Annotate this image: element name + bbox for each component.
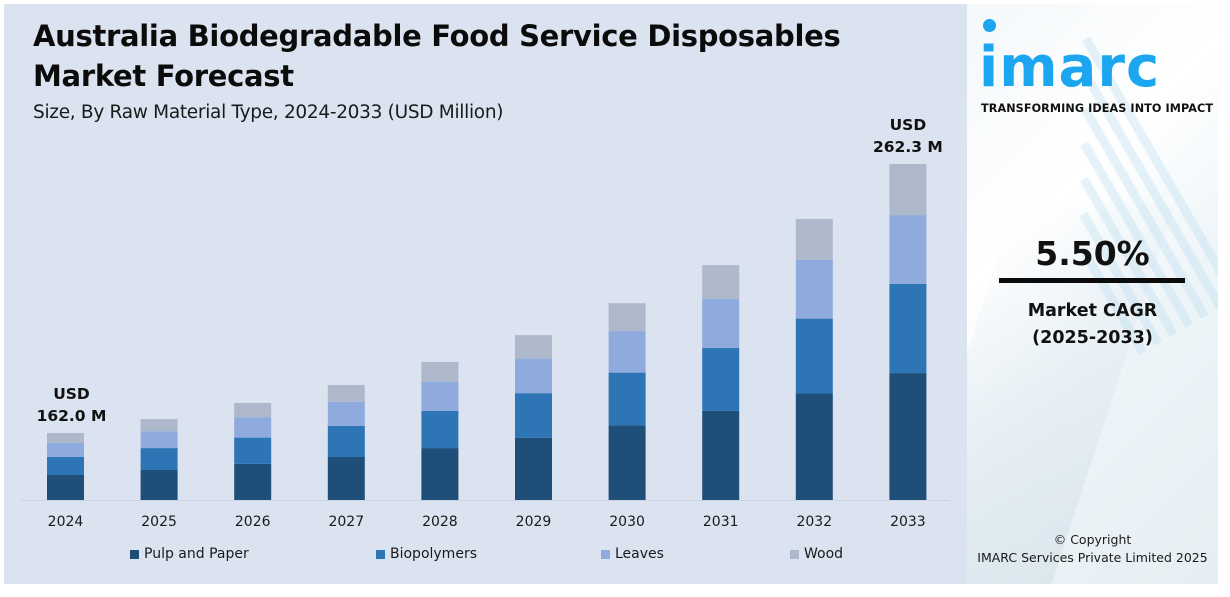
bar-segment-biopolymers-2025: [140, 448, 178, 470]
x-tick-label-2025: 2025: [141, 514, 177, 530]
x-tick-label-2031: 2031: [703, 514, 739, 530]
x-tick-labels: 2024 2025 2026 2027 2028 2029 2030 2031 2032 2033: [48, 514, 926, 530]
bar-segment-biopolymers-2033: [889, 284, 927, 373]
legend-item-leaves: Leaves: [601, 546, 664, 562]
bar-segment-pulp-and-paper-2032: [795, 393, 833, 500]
bar-segment-biopolymers-2026: [234, 437, 272, 464]
bar-segment-wood-2031: [702, 265, 740, 299]
bars-group: [47, 164, 927, 500]
chart-legend: Pulp and Paper Biopolymers Leaves Wood: [0, 546, 963, 568]
bar-segment-leaves-2026: [234, 417, 272, 438]
legend-label: Wood: [804, 546, 844, 562]
copyright: © Copyright IMARC Services Private Limit…: [967, 531, 1218, 567]
bar-segment-wood-2027: [327, 385, 365, 402]
bar-segment-leaves-2025: [140, 431, 178, 449]
legend-swatch: [376, 549, 385, 559]
imarc-logo: imarc TRANSFORMING IDEAS INTO IMPACT: [979, 18, 1214, 118]
legend-item-biopolymers: Biopolymers: [376, 546, 477, 562]
bar-segment-biopolymers-2032: [795, 318, 833, 394]
legend-label: Pulp and Paper: [144, 546, 249, 562]
chart-subtitle: Size, By Raw Material Type, 2024-2033 (U…: [33, 102, 504, 123]
bar-total-label-2024-line1: USD: [53, 385, 90, 403]
chart-title: Australia Biodegradable Food Service Dis…: [33, 19, 841, 93]
cagr-label: Market CAGR (2025-2033): [967, 298, 1218, 352]
bar-segment-biopolymers-2027: [327, 425, 365, 457]
bar-segment-pulp-and-paper-2029: [515, 437, 552, 500]
bar-segment-leaves-2033: [889, 215, 927, 284]
legend-label: Leaves: [615, 546, 664, 562]
bar-segment-wood-2030: [608, 303, 646, 332]
logo-dot-icon: [983, 19, 996, 32]
cagr-label-line1: Market CAGR: [1027, 301, 1158, 321]
bar-segment-pulp-and-paper-2025: [140, 470, 178, 500]
x-tick-label-2030: 2030: [609, 514, 645, 530]
bar-segment-leaves-2030: [608, 331, 646, 373]
logo-tagline: TRANSFORMING IDEAS INTO IMPACT: [981, 102, 1214, 115]
bar-segment-biopolymers-2024: [47, 457, 84, 475]
stacked-bar-chart: 2024 2025 2026 2027 2028 2029 2030 2031 2032 2033…: [20, 116, 950, 530]
legend-label: Biopolymers: [390, 546, 477, 562]
bar-segment-pulp-and-paper-2030: [608, 425, 646, 500]
legend-swatch: [790, 549, 799, 559]
x-tick-label-2028: 2028: [422, 514, 458, 530]
cagr-label-line2: (2025-2033): [1032, 328, 1153, 348]
bar-segment-pulp-and-paper-2027: [327, 457, 365, 500]
x-tick-label-2029: 2029: [516, 514, 552, 530]
bar-segment-leaves-2029: [515, 358, 552, 394]
bar-total-label-2033-line2: 262.3 M: [873, 138, 943, 156]
bar-segment-pulp-and-paper-2031: [702, 410, 740, 500]
logo-wordmark: imarc: [979, 35, 1161, 100]
bar-segment-leaves-2028: [421, 381, 459, 411]
bar-segment-wood-2024: [47, 433, 84, 443]
legend-item-pulp-and-paper: Pulp and Paper: [130, 546, 249, 562]
bar-annotations: USD 162.0 M USD 262.3 M: [37, 116, 943, 425]
cagr-divider: [999, 278, 1185, 283]
bar-segment-wood-2028: [421, 361, 459, 382]
bar-total-label-2024-line2: 162.0 M: [37, 407, 107, 425]
bar-segment-pulp-and-paper-2028: [421, 448, 459, 500]
bar-segment-biopolymers-2031: [702, 348, 740, 411]
bar-segment-leaves-2032: [795, 259, 833, 319]
bar-segment-wood-2026: [234, 403, 272, 418]
x-tick-label-2027: 2027: [328, 514, 364, 530]
bar-segment-wood-2029: [515, 335, 552, 359]
bar-segment-leaves-2031: [702, 298, 740, 349]
copyright-line2: IMARC Services Private Limited 2025: [977, 550, 1208, 565]
legend-swatch: [130, 549, 139, 559]
bar-segment-biopolymers-2029: [515, 393, 552, 438]
legend-swatch: [601, 549, 610, 559]
bar-segment-wood-2025: [140, 419, 178, 432]
x-tick-label-2032: 2032: [796, 514, 832, 530]
copyright-line1: © Copyright: [1053, 532, 1132, 547]
bar-segment-pulp-and-paper-2033: [889, 373, 927, 500]
bar-segment-biopolymers-2028: [421, 410, 459, 449]
info-panel: imarc TRANSFORMING IDEAS INTO IMPACT 5.5…: [967, 4, 1218, 584]
legend-item-wood: Wood: [790, 546, 843, 562]
bar-segment-leaves-2024: [47, 443, 84, 457]
x-tick-label-2033: 2033: [890, 514, 926, 530]
x-tick-label-2026: 2026: [235, 514, 271, 530]
bar-segment-pulp-and-paper-2024: [47, 475, 84, 500]
bar-segment-wood-2032: [795, 219, 833, 260]
x-tick-label-2024: 2024: [48, 514, 84, 530]
bar-total-label-2033-line1: USD: [890, 116, 927, 134]
bar-segment-pulp-and-paper-2026: [234, 464, 272, 500]
bar-segment-leaves-2027: [327, 401, 365, 426]
bar-segment-wood-2033: [889, 164, 927, 216]
cagr-value: 5.50%: [1035, 234, 1150, 273]
bar-segment-biopolymers-2030: [608, 372, 646, 426]
decorative-chart-graphic: [1078, 36, 1218, 355]
